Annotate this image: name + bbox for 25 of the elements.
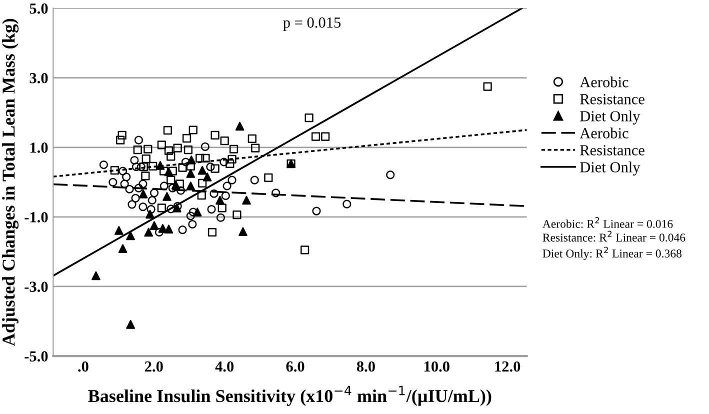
x-tick-label: 8.0: [356, 361, 375, 372]
x-tick-label: 4.0: [215, 361, 234, 372]
y-tick-label: -3.0: [24, 282, 48, 292]
legend-label: Diet Only: [580, 162, 640, 176]
x-tick-label: 10.0: [424, 361, 450, 372]
y-tick-label: 5.0: [30, 3, 48, 14]
x-tick-label: 6.0: [286, 361, 304, 372]
x-tick-label: .0: [78, 361, 88, 372]
text: Resistance: R$^{2}$ Linear = 0.046: [542, 230, 686, 242]
legend-label: Diet Only: [580, 110, 640, 124]
x-tick-label: 12.0: [495, 361, 520, 372]
x-axis-title: Baseline Insulin Sensitivity (x10$^{−4}$ min$^{−1}$/(µIU/mL)): [88, 386, 492, 406]
y-tick-label: -5.0: [24, 351, 48, 362]
legend-label: Resistance: [580, 94, 644, 104]
legend-label: Aerobic: [580, 76, 628, 88]
text: Aerobic: R$^{2}$ Linear = 0.016: [542, 217, 673, 228]
legend-label: Aerobic: [580, 128, 628, 138]
x-tick-label: 2.0: [145, 361, 163, 372]
text: Diet Only: R$^{2}$ Linear = 0.368: [542, 246, 682, 260]
annotation: p = 0.015: [283, 17, 341, 31]
legend-label: Resistance: [580, 145, 644, 156]
y-axis-title: Adjusted Changes in Total Lean Mass (kg): [2, 18, 19, 346]
y-tick-label: 3.0: [30, 72, 48, 84]
y-tick-label: 1.0: [30, 142, 48, 153]
y-tick-label: -1.0: [24, 212, 48, 222]
